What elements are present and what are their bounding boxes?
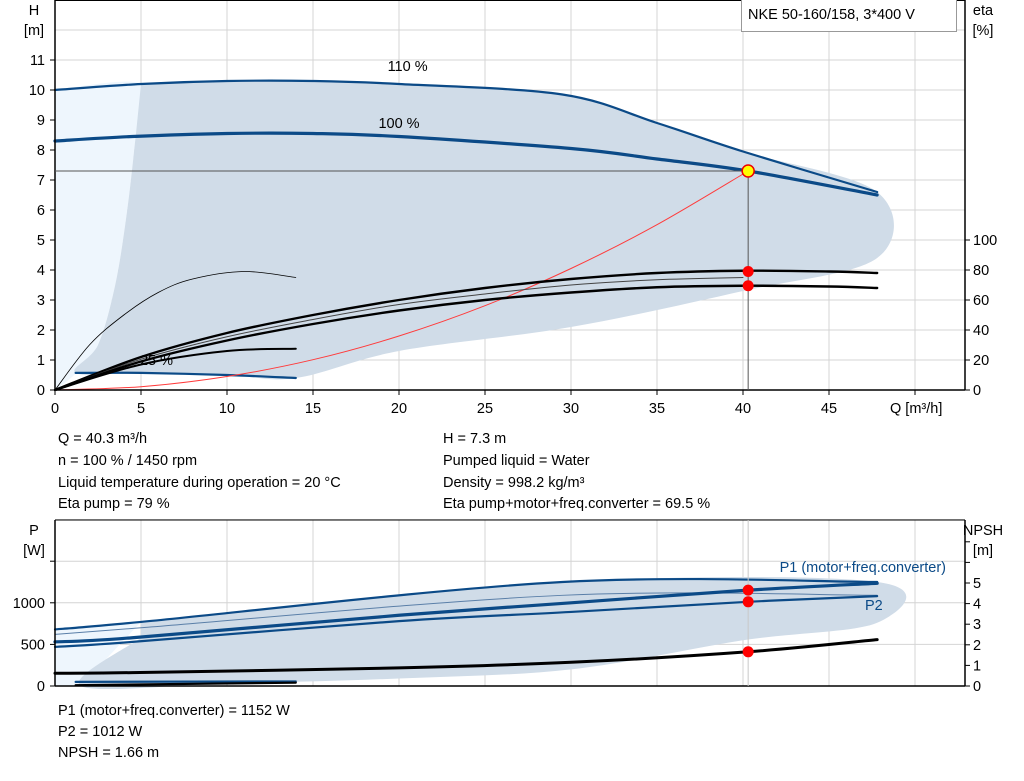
y2-tick-label: 0 xyxy=(973,383,981,399)
legend-title: NKE 50-160/158, 3*400 V xyxy=(741,0,957,32)
region-light xyxy=(55,81,147,391)
x-tick-label: 45 xyxy=(821,401,837,417)
y2-axis-unit: [%] xyxy=(973,23,994,39)
y-tick-label: 5 xyxy=(37,233,45,249)
x-tick-label: 5 xyxy=(137,401,145,417)
npsh-point xyxy=(742,646,754,658)
curve-label-110: 110 % xyxy=(388,59,428,75)
series-line-9 xyxy=(54,347,297,391)
duty-point xyxy=(741,164,755,178)
y-tick-label: 7 xyxy=(37,173,45,189)
readout-speed: n = 100 % / 1450 rpm xyxy=(58,453,198,469)
y-tick-label: 1000 xyxy=(13,596,45,612)
y-tick-label: 2 xyxy=(37,323,45,339)
readout-eta-pump: Eta pump = 79 % xyxy=(58,496,170,512)
eta-total-point xyxy=(742,280,754,292)
series-line-4 xyxy=(54,170,749,391)
series-line-1 xyxy=(53,79,879,194)
y-tick-label: 8 xyxy=(37,143,45,159)
y2-tick-label: 1 xyxy=(973,658,981,674)
y-tick-label: 0 xyxy=(37,679,45,695)
readout-h: H = 7.3 m xyxy=(443,431,507,447)
y-tick-label: 1 xyxy=(37,353,45,369)
series-line-8 xyxy=(54,271,297,391)
y2-tick-label: 5 xyxy=(973,576,981,592)
series-line-2 xyxy=(54,592,878,635)
readout-q: Q = 40.3 m³/h xyxy=(58,431,148,447)
operating-region xyxy=(74,80,894,380)
y-axis-label: H xyxy=(29,3,39,19)
series-line-2 xyxy=(53,131,879,197)
y-axis-unit: [W] xyxy=(23,543,45,559)
x-tick-label: 25 xyxy=(477,401,493,417)
p1-point xyxy=(742,584,754,596)
y-tick-label: 11 xyxy=(30,53,45,69)
y2-tick-label: 40 xyxy=(973,323,989,339)
x-tick-label: 20 xyxy=(391,401,407,417)
readout-liquid: Pumped liquid = Water xyxy=(443,453,590,469)
readout-temperature: Liquid temperature during operation = 20… xyxy=(58,475,341,491)
y-tick-label: 0 xyxy=(37,383,45,399)
y2-tick-label: 60 xyxy=(973,293,989,309)
readout-density: Density = 998.2 kg/m³ xyxy=(443,475,585,491)
y2-tick-label: 80 xyxy=(973,263,989,279)
readout-p2: P2 = 1012 W xyxy=(58,724,143,740)
y2-tick-label: 100 xyxy=(973,233,997,249)
y-tick-label: 6 xyxy=(37,203,45,219)
y2-tick-label: 3 xyxy=(973,617,981,633)
series-line-7 xyxy=(53,284,879,392)
readout-eta-total: Eta pump+motor+freq.converter = 69.5 % xyxy=(443,496,711,512)
readout-p1: P1 (motor+freq.converter) = 1152 W xyxy=(58,703,290,719)
readout-npsh: NPSH = 1.66 m xyxy=(58,745,160,761)
series-line-5 xyxy=(53,269,879,392)
y-tick-label: 9 xyxy=(37,113,45,129)
y-tick-label: 10 xyxy=(29,83,45,99)
y2-axis-label: eta xyxy=(973,3,994,19)
p2-curve-label: P2 xyxy=(865,598,883,614)
y-tick-label: 500 xyxy=(21,637,45,653)
y2-tick-label: 20 xyxy=(973,353,989,369)
p2-point xyxy=(742,596,754,608)
curve-label-25: 25 % xyxy=(140,353,173,369)
x-axis-label: Q [m³/h] xyxy=(890,401,942,417)
y2-tick-label: 2 xyxy=(973,638,981,654)
p1-curve-label: P1 (motor+freq.converter) xyxy=(780,560,946,576)
y-tick-label: 4 xyxy=(37,263,45,279)
y-tick-label: 3 xyxy=(37,293,45,309)
x-tick-label: 30 xyxy=(563,401,579,417)
x-tick-label: 40 xyxy=(735,401,751,417)
y-axis-unit: [m] xyxy=(24,23,44,39)
series-line-1 xyxy=(53,577,879,631)
x-tick-label: 35 xyxy=(649,401,665,417)
series-line-7 xyxy=(74,681,297,687)
x-tick-label: 10 xyxy=(219,401,235,417)
series-line-6 xyxy=(54,277,744,391)
y-axis-label: P xyxy=(29,523,39,539)
eta-pump-point xyxy=(742,266,754,277)
curve-label-100: 100 % xyxy=(378,116,419,132)
y2-axis-unit: [m] xyxy=(973,543,993,559)
y2-tick-label: 4 xyxy=(973,597,981,613)
x-tick-label: 0 xyxy=(51,401,59,417)
y2-axis-label: NPSH xyxy=(963,523,1003,539)
y2-tick-label: 0 xyxy=(973,679,981,695)
x-tick-label: 15 xyxy=(305,401,321,417)
